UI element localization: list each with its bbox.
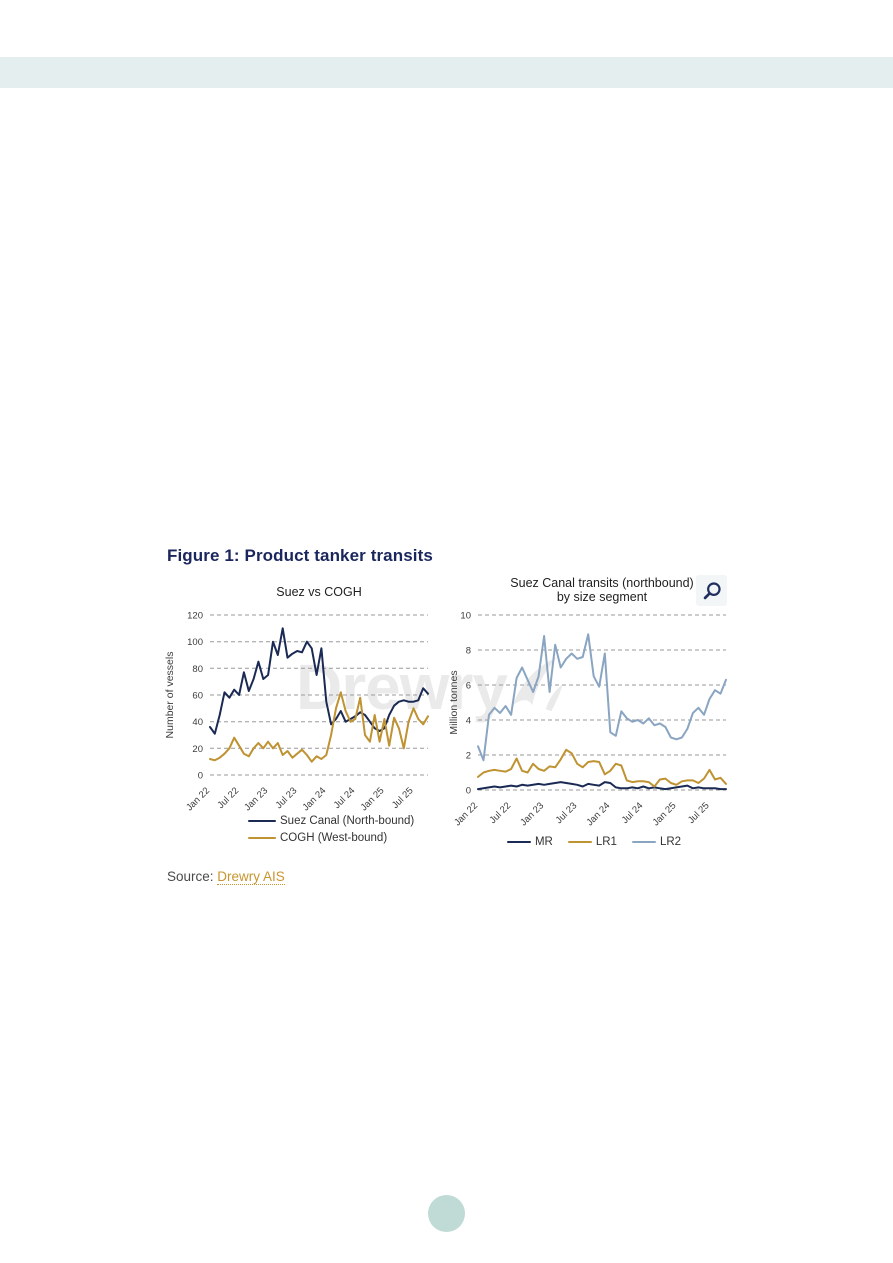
y-tick-label: 0 [198, 771, 203, 782]
x-tick-label: Jan 22 [184, 785, 212, 813]
y-tick-label: 10 [460, 611, 471, 622]
chart-zoom-button[interactable] [696, 575, 727, 606]
y-tick-label: 0 [466, 786, 471, 797]
magnifier-icon [703, 581, 721, 599]
x-tick-label: Jul 25 [686, 800, 712, 826]
x-tick-label: Jan 24 [300, 785, 328, 813]
x-tick-label: Jul 22 [488, 800, 514, 826]
source-prefix: Source: [167, 869, 214, 884]
x-tick-label: Jul 23 [554, 800, 580, 826]
y-tick-label: 120 [187, 611, 203, 622]
y-tick-label: 20 [192, 744, 203, 755]
x-tick-label: Jan 23 [242, 785, 270, 813]
y-axis-label: Number of vessels [164, 652, 176, 739]
y-tick-label: 2 [466, 751, 471, 762]
legend-swatch-mr [506, 840, 531, 844]
legend-label-suez: Suez Canal (North-bound) [280, 815, 415, 827]
legend-label-mr: MR [534, 836, 553, 848]
legend-label-lr2: LR2 [659, 836, 682, 848]
x-tick-label: Jan 25 [651, 800, 679, 828]
legend-item-lr1: LR1 [567, 836, 617, 848]
legend-item-suez-canal: Suez Canal (North-bound) [248, 815, 414, 827]
legend-label-lr1: LR1 [595, 836, 617, 848]
page-header-band [0, 57, 893, 88]
x-tick-label: Jul 24 [620, 800, 646, 826]
x-tick-label: Jul 23 [274, 785, 300, 811]
source-link[interactable]: Drewry AIS [217, 869, 285, 885]
legend-label-cogh: COGH (West-bound) [280, 832, 388, 844]
figure-title: Figure 1: Product tanker transits [167, 546, 433, 565]
chart-title: by size segment [557, 590, 648, 604]
legend-item-cogh: COGH (West-bound) [248, 832, 414, 844]
y-tick-label: 4 [466, 716, 471, 727]
legend-swatch-suez [248, 819, 276, 823]
chart-title: Suez Canal transits (northbound) [510, 576, 693, 590]
legend-left-chart: Suez Canal (North-bound) COGH (West-boun… [248, 815, 414, 844]
y-tick-label: 40 [192, 717, 203, 728]
y-tick-label: 6 [466, 681, 471, 692]
series-line-Suez Canal (North-bound) [209, 627, 429, 735]
x-tick-label: Jan 24 [584, 800, 612, 828]
scroll-indicator-dot [428, 1195, 465, 1232]
series-line-COGH (West-bound) [209, 691, 429, 763]
y-tick-label: 8 [466, 646, 471, 657]
x-tick-label: Jan 23 [518, 800, 546, 828]
y-tick-label: 80 [192, 664, 203, 675]
y-tick-label: 100 [187, 637, 203, 648]
x-tick-label: Jul 24 [332, 785, 358, 811]
legend-swatch-cogh [248, 836, 276, 840]
legend-right-chart: MR LR1 LR2 [448, 836, 740, 848]
legend-item-lr2: LR2 [631, 836, 682, 848]
x-tick-label: Jan 22 [452, 800, 480, 828]
x-tick-label: Jul 25 [390, 785, 416, 811]
y-tick-label: 60 [192, 691, 203, 702]
legend-swatch-lr1 [567, 840, 592, 844]
y-axis-label: Million tonnes [448, 670, 460, 734]
chart-suez-by-size-segment: Suez Canal transits (northbound)by size … [448, 576, 727, 828]
legend-item-mr: MR [506, 836, 553, 848]
chart-title: Suez vs COGH [276, 585, 361, 599]
series-line-LR1 [477, 748, 727, 788]
legend-swatch-lr2 [631, 840, 656, 844]
x-tick-label: Jan 25 [359, 785, 387, 813]
series-line-LR2 [477, 633, 727, 762]
x-tick-label: Jul 22 [216, 785, 242, 811]
series-line-MR [477, 781, 727, 791]
source-line: Source: Drewry AIS [167, 869, 285, 885]
